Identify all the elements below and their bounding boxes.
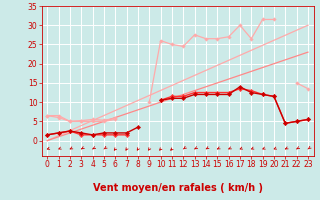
X-axis label: Vent moyen/en rafales ( km/h ): Vent moyen/en rafales ( km/h )	[92, 183, 263, 193]
